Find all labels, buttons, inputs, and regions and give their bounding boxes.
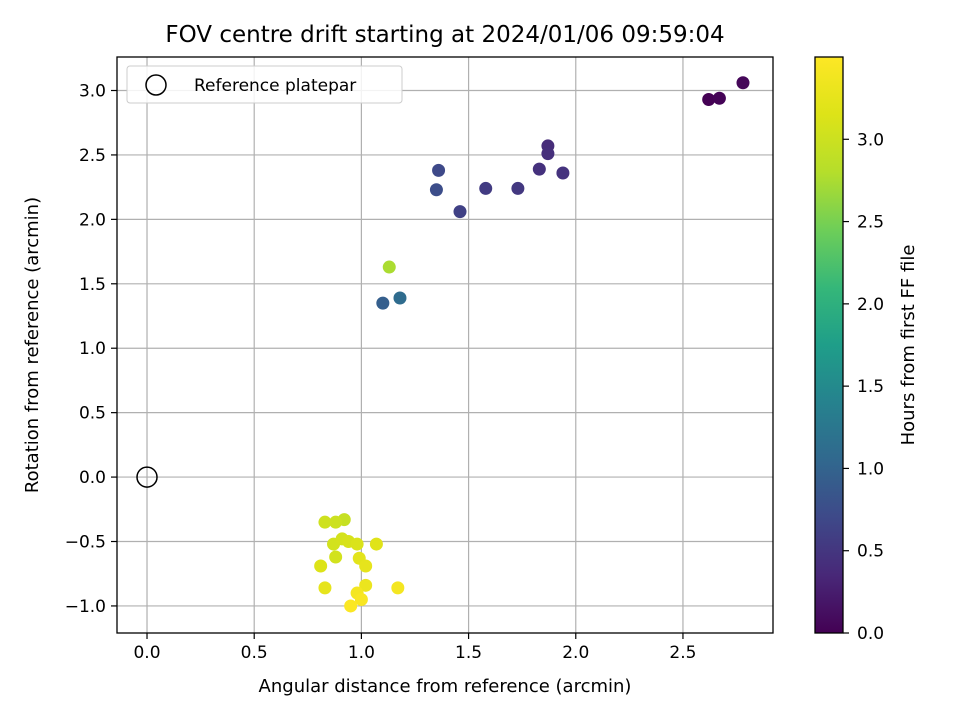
colorbar-ticks: 0.0 0.5 1.0 1.5 2.0 2.5 3.0 bbox=[843, 130, 884, 644]
data-point bbox=[541, 147, 555, 161]
y-tick-label: 0.0 bbox=[79, 468, 106, 488]
y-tick-label: 1.5 bbox=[79, 275, 106, 295]
data-point bbox=[318, 581, 332, 595]
data-point bbox=[344, 599, 358, 613]
legend: Reference platepar bbox=[126, 65, 403, 104]
data-point bbox=[532, 162, 546, 176]
data-points bbox=[136, 76, 750, 613]
colorbar-frame bbox=[814, 56, 844, 634]
colorbar-label: Hours from first FF file bbox=[898, 245, 919, 446]
colorbar-tick-label: 2.0 bbox=[857, 295, 884, 315]
data-point bbox=[318, 515, 332, 529]
x-tick-label: 1.5 bbox=[455, 643, 482, 663]
x-axis-label: Angular distance from reference (arcmin) bbox=[259, 676, 632, 697]
data-point bbox=[391, 581, 405, 595]
x-ticks: 0.0 0.5 1.0 1.5 2.0 2.5 bbox=[133, 633, 696, 663]
x-tick-label: 1.0 bbox=[348, 643, 375, 663]
colorbar-tick-label: 2.5 bbox=[857, 213, 884, 233]
data-point bbox=[359, 559, 373, 573]
y-axis-label: Rotation from reference (arcmin) bbox=[22, 197, 43, 493]
data-point bbox=[479, 181, 493, 195]
plot-frame bbox=[116, 56, 774, 634]
legend-entry: Reference platepar bbox=[194, 76, 356, 96]
data-point bbox=[314, 559, 328, 573]
y-tick-label: 1.0 bbox=[79, 339, 106, 359]
data-point bbox=[432, 163, 446, 177]
legend-box bbox=[126, 65, 403, 104]
reference-point bbox=[136, 466, 158, 488]
x-tick-label: 0.5 bbox=[241, 643, 268, 663]
data-point bbox=[712, 91, 726, 105]
data-point bbox=[329, 550, 343, 564]
y-tick-label: 0.5 bbox=[79, 404, 106, 424]
colorbar-tick-label: 0.5 bbox=[857, 542, 884, 562]
data-point bbox=[511, 181, 525, 195]
data-point bbox=[736, 76, 750, 90]
data-point bbox=[556, 166, 570, 180]
data-point bbox=[702, 93, 716, 107]
data-point bbox=[350, 537, 364, 551]
y-tick-label: −1.0 bbox=[65, 597, 106, 617]
data-point bbox=[376, 296, 390, 310]
y-tick-label: 2.0 bbox=[79, 210, 106, 230]
data-point bbox=[329, 515, 343, 529]
data-point bbox=[393, 291, 407, 305]
x-tick-label: 0.0 bbox=[133, 643, 160, 663]
y-ticks: −1.0 −0.5 0.0 0.5 1.0 1.5 2.0 2.5 3.0 bbox=[65, 82, 117, 617]
data-point bbox=[369, 537, 383, 551]
data-point bbox=[453, 205, 467, 219]
colorbar-tick-label: 1.5 bbox=[857, 377, 884, 397]
grid bbox=[117, 57, 773, 633]
y-tick-label: 2.5 bbox=[79, 146, 106, 166]
data-point bbox=[382, 260, 396, 274]
chart-title: FOV centre drift starting at 2024/01/06 … bbox=[165, 22, 724, 48]
colorbar-gradient bbox=[815, 57, 843, 633]
data-point bbox=[359, 578, 373, 592]
y-tick-label: −0.5 bbox=[65, 533, 106, 553]
x-tick-label: 2.5 bbox=[669, 643, 696, 663]
y-tick-label: 3.0 bbox=[79, 82, 106, 102]
colorbar-tick-label: 3.0 bbox=[857, 130, 884, 150]
colorbar-tick-label: 0.0 bbox=[857, 624, 884, 644]
data-point bbox=[354, 592, 368, 606]
colorbar: 0.0 0.5 1.0 1.5 2.0 2.5 3.0 Hours from first F… bbox=[814, 56, 919, 644]
data-point bbox=[429, 183, 443, 197]
x-tick-label: 2.0 bbox=[562, 643, 589, 663]
legend-marker-icon bbox=[145, 74, 167, 96]
colorbar-tick-label: 1.0 bbox=[857, 459, 884, 479]
